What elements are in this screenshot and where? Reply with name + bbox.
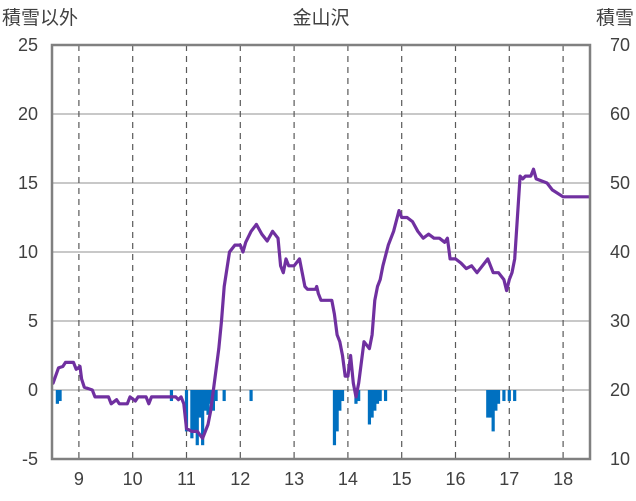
bar [203,390,207,411]
bar [249,390,253,402]
left-tick-label: 20 [18,104,38,124]
bar [198,390,202,418]
x-tick-label: 14 [338,469,358,489]
right-tick-label: 50 [610,173,630,193]
left-axis-label: 積雪以外 [2,7,78,29]
x-tick-label: 18 [553,469,573,489]
bar [496,390,501,404]
bar [502,390,506,402]
bar [201,390,205,446]
bar [214,390,218,402]
bar [209,390,213,404]
bar [494,390,498,411]
right-tick-label: 20 [610,380,630,400]
bar [488,390,493,418]
chart-title: 金山沢 [292,7,349,29]
bar [335,390,339,432]
bar [486,390,490,418]
x-tick-label: 13 [284,469,304,489]
bar [184,390,189,432]
bar [373,390,377,411]
left-tick-label: 5 [28,311,38,331]
x-tick-label: 10 [123,469,143,489]
x-tick-label: 17 [499,469,519,489]
bar [338,390,342,411]
bar [383,390,388,402]
right-tick-label: 30 [610,311,630,331]
plot-frame [50,43,592,461]
right-axis-label: 積雪 [596,7,634,29]
right-tick-label: 10 [610,449,630,469]
series-line [51,167,591,440]
bar [513,390,517,402]
x-tick-label: 9 [74,469,84,489]
left-tick-label: 15 [18,173,38,193]
bar [55,390,59,404]
bar [195,390,199,446]
grid [52,45,590,459]
bar [378,390,382,402]
right-tick-label: 40 [610,242,630,262]
x-tick-label: 16 [445,469,465,489]
tick-labels: -5 0 5 10 15 20 25 10 20 30 40 50 60 70 9 10 11 12 13 14 15 1… [18,35,630,489]
bar [190,390,194,439]
bar [367,390,372,425]
bar [206,390,210,415]
bar [507,390,511,402]
bar [58,390,62,402]
right-tick-label: 60 [610,104,630,124]
left-tick-label: -5 [22,449,38,469]
x-tick-label: 12 [230,469,250,489]
bar [370,390,374,418]
left-tick-label: 25 [18,35,38,55]
bar [340,390,345,402]
bar [491,390,495,432]
right-tick-label: 70 [610,35,630,55]
left-tick-label: 0 [28,380,38,400]
x-tick-label: 11 [177,469,196,489]
bar [222,390,226,402]
bar [192,390,197,432]
plot-border [50,43,592,461]
bar [332,390,337,446]
left-tick-label: 10 [18,242,38,262]
bar [357,390,361,402]
bar [375,390,380,404]
line-series [51,167,591,440]
x-tick-label: 15 [392,469,412,489]
